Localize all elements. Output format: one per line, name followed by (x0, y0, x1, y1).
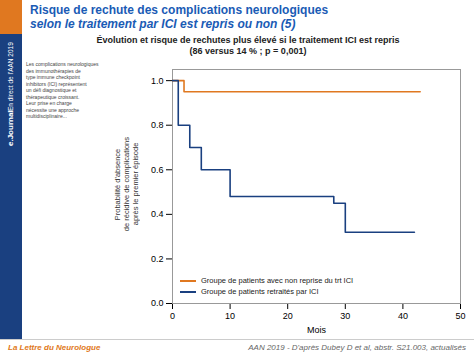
svg-text:Mois: Mois (307, 325, 327, 335)
svg-text:0: 0 (170, 311, 175, 321)
html-text:Groupe de patients avec non re: Groupe de patients avec non reprise du t… (201, 276, 354, 285)
html-text:Probabilité d'absence de récid: Probabilité d'absence de récidive de com… (112, 136, 140, 232)
svg-text:0.6: 0.6 (151, 165, 164, 175)
html-text:AAN 2019 - D'après Dubey D et: AAN 2019 - D'après Dubey D et al, abstr.… (248, 343, 466, 352)
html-text:Groupe de patients retraités p: Groupe de patients retraités par ICI (201, 287, 319, 296)
svg-text:0.2: 0.2 (151, 254, 164, 264)
html-text:La Lettre du Neurologue: La Lettre du Neurologue (8, 343, 101, 352)
svg-text:0.4: 0.4 (151, 209, 164, 219)
html-text:Risque de rechute des complica: Risque de rechute des complications neur… (30, 3, 329, 17)
svg-text:50: 50 (455, 311, 465, 321)
html-text:En direct de l'AAN 2019: En direct de l'AAN 2019 (7, 42, 14, 111)
svg-text:10: 10 (225, 311, 235, 321)
svg-text:20: 20 (283, 311, 293, 321)
svg-text:40: 40 (398, 311, 408, 321)
svg-text:30: 30 (340, 311, 350, 321)
html-text:e.Journal: e.Journal (6, 110, 15, 147)
svg-text:0.0: 0.0 (151, 298, 164, 308)
html-text:(86 versus 14 % ; p = 0,001): (86 versus 14 % ; p = 0,001) (189, 46, 307, 56)
svg-text:0.8: 0.8 (151, 120, 164, 130)
svg-text:1.0: 1.0 (151, 76, 164, 86)
html-text:Les complications neurologique: Les complications neurologiques des immu… (26, 61, 99, 119)
html-text:selon le traitement par ICI es: selon le traitement par ICI est repris o… (30, 17, 296, 31)
html-text:Évolution et risque de rechute: Évolution et risque de rechutes plus éle… (96, 35, 400, 45)
